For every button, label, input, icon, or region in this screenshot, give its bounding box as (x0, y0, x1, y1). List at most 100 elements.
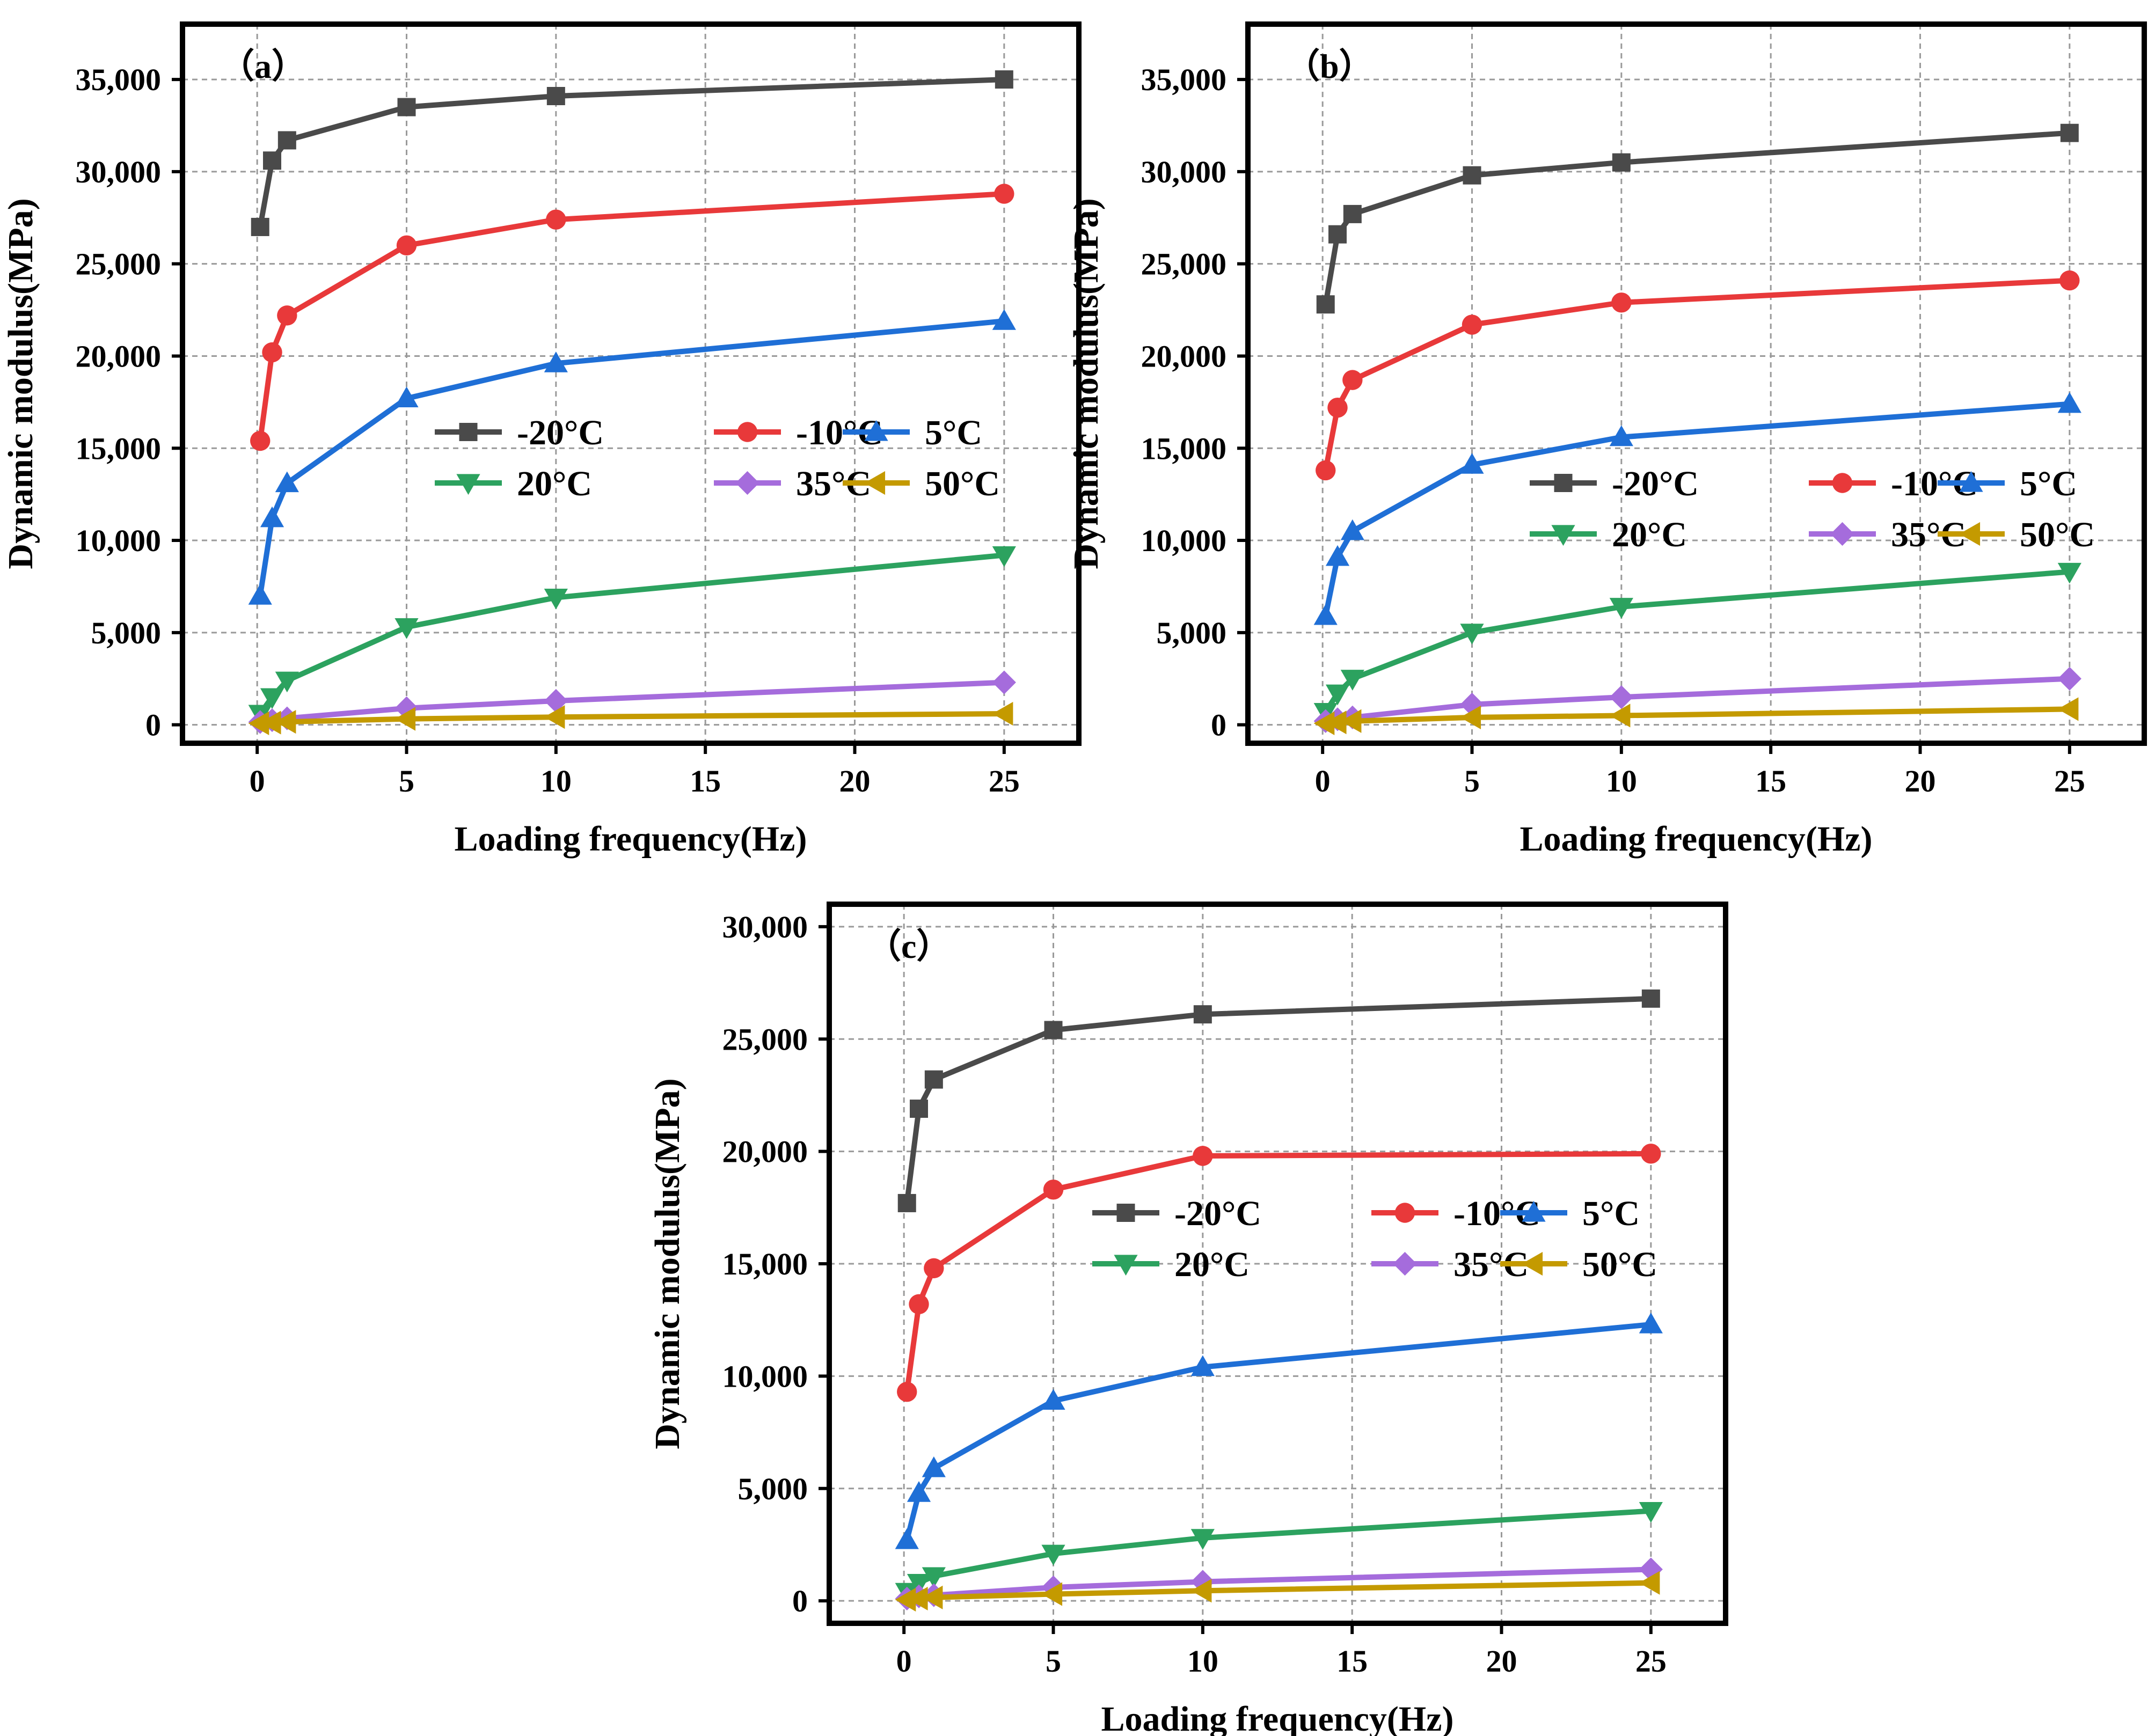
chart-panel-b: 0 5 10 15 20 25 0 5,000 10,000 15,000 20,000 25,000… (1066, 21, 2147, 859)
x-tick-label: 15 (1336, 1644, 1368, 1679)
x-tick-label: 20 (1486, 1644, 1517, 1679)
x-tick-label: 10 (1606, 764, 1637, 799)
series-3 (895, 1312, 1663, 1549)
series-5 (1313, 666, 2081, 733)
data-point (1460, 705, 1481, 729)
data-point (275, 710, 296, 734)
series-line (260, 711, 1004, 726)
y-tick-label: 20,000 (76, 339, 162, 373)
series-1 (251, 70, 1013, 236)
data-point (1190, 1529, 1215, 1550)
data-point (2059, 270, 2080, 291)
series-line (1323, 277, 2070, 471)
legend-marker (456, 474, 480, 495)
data-point (544, 705, 565, 729)
series-6 (248, 701, 1013, 735)
y-tick-label: 30,000 (722, 910, 808, 944)
legend-marker (1116, 1204, 1135, 1222)
series-1 (897, 989, 1660, 1212)
y-tick-label: 35,000 (76, 62, 162, 97)
panel-label: （a） (220, 47, 306, 85)
data-point (1193, 1005, 1212, 1024)
legend-marker (864, 471, 886, 495)
data-point (895, 1587, 916, 1612)
y-tick-label: 0 (1211, 708, 1226, 743)
series-line (1323, 130, 2070, 305)
x-tick-label: 0 (896, 1644, 912, 1679)
data-point (546, 209, 566, 230)
legend-marker (737, 422, 758, 442)
data-point (2060, 123, 2079, 142)
series-4 (1313, 562, 2081, 724)
data-point (1612, 153, 1631, 172)
data-point (544, 588, 568, 610)
series-4 (895, 1502, 1663, 1604)
y-tick-label: 25,000 (1141, 247, 1227, 282)
y-tick-label: 5,000 (738, 1471, 808, 1506)
legend-item: 20°C (1092, 1245, 1250, 1284)
data-point (275, 471, 299, 493)
legend-label: -20°C (1174, 1194, 1261, 1233)
x-tick-label: 15 (1755, 764, 1786, 799)
y-tick-label: 35,000 (1141, 62, 1227, 97)
legend-marker (1830, 522, 1854, 546)
data-point (924, 1070, 943, 1089)
y-tick-label: 20,000 (1141, 339, 1227, 373)
series-2 (897, 1144, 1661, 1402)
data-point (907, 1574, 931, 1595)
data-point (995, 70, 1013, 89)
y-axis-title: Dynamic modulus(MPa) (1066, 198, 1106, 569)
data-point (1462, 314, 1482, 335)
data-point (1325, 710, 1347, 735)
legend-item: -20°C (435, 413, 604, 452)
x-tick-label: 20 (1905, 764, 1936, 799)
data-point (396, 235, 417, 256)
y-tick-label: 15,000 (76, 431, 162, 466)
data-point (909, 1294, 929, 1315)
legend-label: 50°C (925, 464, 1000, 503)
series-3 (248, 309, 1016, 605)
legend-marker (1832, 473, 1853, 493)
y-tick-label: 5,000 (91, 616, 162, 650)
data-point (910, 1100, 928, 1118)
x-tick-label: 0 (250, 764, 265, 799)
x-tick-label: 10 (540, 764, 572, 799)
data-point (544, 351, 568, 372)
legend-marker (1114, 1255, 1138, 1276)
series-6 (895, 1571, 1660, 1612)
series-line (1325, 706, 2070, 726)
series-4 (248, 546, 1016, 726)
y-tick-label: 0 (792, 1584, 808, 1618)
data-point (1342, 370, 1363, 390)
data-point (1609, 598, 1633, 619)
series-line (1323, 569, 2070, 714)
data-point (263, 151, 281, 170)
x-tick-label: 25 (1635, 1644, 1667, 1679)
data-point (395, 386, 419, 408)
data-point (260, 688, 284, 709)
x-axis-title: Loading frequency(Hz) (1101, 1700, 1454, 1736)
legend-item: 5°C (1938, 464, 2077, 503)
data-point (277, 305, 297, 326)
data-point (260, 710, 281, 735)
series-line (258, 552, 1005, 715)
series-line (257, 318, 1005, 596)
data-point (251, 217, 269, 236)
y-tick-label: 10,000 (76, 523, 162, 558)
y-axis-title: Dynamic modulus(MPa) (1, 198, 40, 569)
data-point (262, 342, 282, 363)
x-tick-label: 15 (690, 764, 721, 799)
y-tick-label: 15,000 (1141, 431, 1227, 466)
data-point (1043, 1180, 1064, 1200)
data-point (1609, 685, 1633, 709)
x-tick-label: 10 (1187, 1644, 1218, 1679)
data-point (395, 707, 416, 731)
data-point (1460, 624, 1484, 644)
legend-label: 50°C (1582, 1245, 1657, 1284)
legend-item: -20°C (1530, 464, 1699, 503)
legend-label: 50°C (2020, 515, 2095, 554)
series-line (904, 1151, 1651, 1393)
data-point (897, 1193, 916, 1212)
plot-frame (180, 21, 1082, 746)
data-point (395, 618, 419, 639)
